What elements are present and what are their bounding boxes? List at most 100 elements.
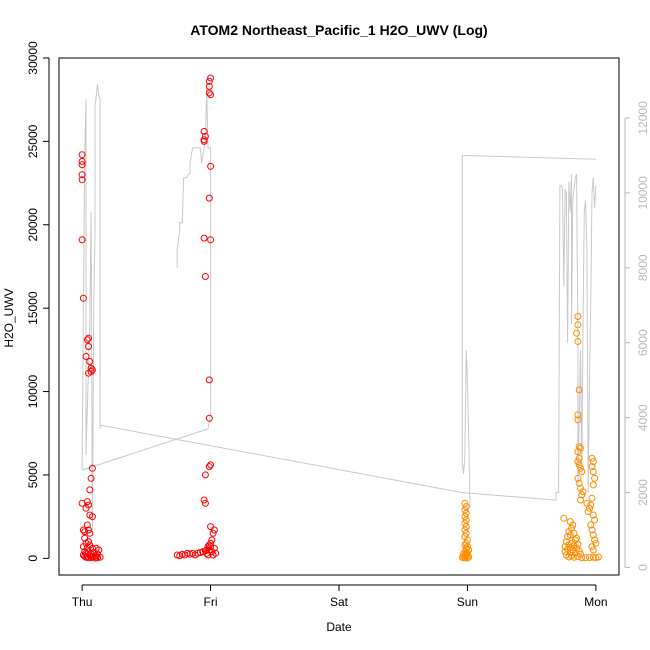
data-point (564, 533, 572, 541)
secondary-line-segment (176, 87, 212, 422)
data-point (207, 523, 215, 531)
data-point (462, 523, 470, 531)
secondary-line-segment (81, 84, 101, 531)
data-point (574, 448, 582, 456)
data-point (575, 386, 583, 394)
y-axis-right: 0 2000 4000 6000 8000 10000 12000 (624, 101, 650, 571)
data-point (574, 313, 582, 320)
data-point (78, 236, 86, 244)
data-point (205, 414, 213, 422)
data-point (86, 529, 94, 537)
data-point (78, 176, 86, 184)
data-point (86, 486, 94, 494)
y2-tick-label: 0 (636, 564, 650, 571)
x-tick-label: Mon (584, 595, 607, 609)
data-point (589, 511, 597, 519)
data-point (574, 416, 582, 424)
data-point (78, 157, 86, 165)
secondary-line-group (81, 84, 597, 531)
secondary-line-segment (462, 154, 596, 160)
data-point (587, 521, 595, 529)
data-point (574, 411, 582, 419)
data-point (591, 516, 599, 524)
data-point (207, 236, 215, 244)
data-point (201, 499, 209, 507)
data-point (201, 273, 209, 280)
data-point (85, 369, 92, 377)
data-point (208, 536, 216, 544)
data-point (85, 334, 92, 342)
data-point (83, 521, 91, 529)
y-tick-label: 5000 (26, 461, 40, 488)
plot-area (58, 57, 620, 576)
data-point (207, 543, 215, 551)
data-point (210, 544, 218, 552)
data-point (205, 194, 213, 202)
data-point (79, 543, 87, 551)
data-point (201, 471, 209, 479)
data-point (88, 513, 96, 521)
y2-tick-label: 4000 (636, 404, 650, 431)
data-point (574, 474, 582, 482)
data-point (584, 508, 592, 516)
data-point (79, 526, 87, 534)
data-point (589, 546, 597, 554)
data-point (578, 491, 586, 499)
data-point (82, 504, 90, 512)
data-point (205, 82, 213, 90)
data-point (588, 543, 596, 551)
data-point (588, 494, 596, 502)
y-tick-label: 10000 (26, 375, 40, 409)
data-point (588, 454, 596, 462)
x-tick-label: Thu (72, 595, 93, 609)
data-point (575, 479, 583, 487)
data-point (577, 464, 584, 472)
y2-tick-label: 2000 (636, 479, 650, 506)
data-point (575, 443, 583, 451)
data-point (78, 161, 86, 169)
data-point (560, 514, 568, 522)
data-point (565, 553, 573, 561)
data-point (574, 553, 582, 561)
data-point (82, 353, 90, 360)
y-tick-label: 30000 (26, 41, 40, 75)
data-point (82, 553, 90, 561)
data-point (96, 553, 104, 561)
y2-tick-label: 6000 (636, 329, 650, 356)
data-point (200, 234, 208, 242)
data-point (462, 529, 470, 537)
y2-tick-label: 8000 (636, 254, 650, 281)
y-tick-label: 20000 (26, 208, 40, 242)
data-point (582, 554, 590, 562)
data-point (588, 463, 596, 471)
x-tick-label: Sat (330, 595, 349, 609)
data-point (200, 496, 208, 504)
data-point (589, 481, 597, 489)
data-point (78, 171, 86, 179)
data-point (573, 329, 581, 337)
data-point (561, 548, 569, 556)
chart-title: ATOM2 Northeast_Pacific_1 H2O_UWV (Log) (190, 22, 487, 38)
data-point (207, 461, 215, 469)
data-point (588, 526, 596, 534)
x-axis-label: Date (326, 620, 352, 634)
data-point (85, 554, 92, 562)
data-point (83, 336, 91, 344)
data-point (207, 91, 215, 99)
data-point (589, 531, 597, 539)
data-point (86, 358, 94, 365)
data-point (78, 499, 86, 507)
data-point (569, 521, 577, 529)
data-point (207, 162, 215, 170)
data-point (212, 549, 220, 557)
data-point (587, 501, 595, 509)
data-point (205, 376, 213, 384)
y-tick-label: 15000 (26, 291, 40, 325)
data-point (578, 468, 586, 476)
data-point (579, 488, 587, 496)
x-tick-label: Sun (457, 595, 478, 609)
data-point (570, 553, 578, 561)
data-point (589, 458, 597, 466)
y-axis-label: H2O_UWV (2, 288, 16, 347)
